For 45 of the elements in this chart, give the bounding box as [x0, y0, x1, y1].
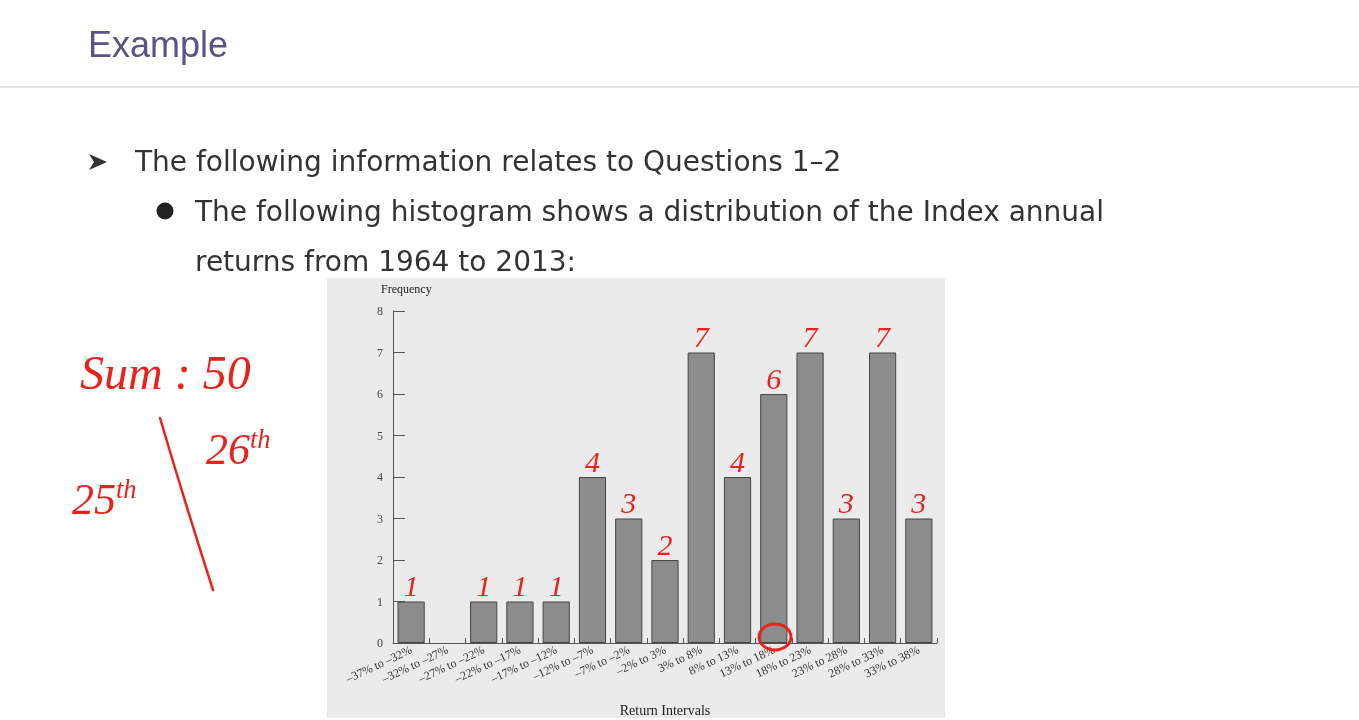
data-label: 4	[730, 444, 746, 478]
y-tick-label: 3	[377, 511, 383, 526]
bar	[723, 477, 752, 643]
y-tick-label: 7	[377, 345, 383, 360]
data-label: 3	[620, 486, 637, 519]
data-label: 2	[657, 527, 673, 561]
bar	[760, 394, 788, 643]
data-label: 6	[766, 361, 782, 395]
text: The following information relates to Questions 1–2	[135, 144, 842, 180]
bar	[506, 601, 534, 643]
data-label: 7	[693, 320, 711, 353]
bar	[651, 560, 679, 643]
chart-title: Example	[88, 24, 229, 66]
bar	[578, 477, 607, 643]
text: 25$^{th}$	[72, 474, 137, 525]
y-tick-label: 5	[377, 428, 383, 443]
bar	[615, 518, 643, 643]
y-tick-label: 4	[377, 470, 383, 484]
bar	[832, 518, 860, 643]
bar	[687, 352, 715, 643]
y-tick-label: 1	[377, 594, 383, 609]
bar	[869, 352, 897, 643]
y-tick-label: 0	[377, 636, 383, 650]
data-label: 1	[548, 569, 564, 602]
bar	[397, 601, 425, 643]
bar	[796, 352, 824, 643]
data-label: 7	[875, 320, 893, 353]
bar	[542, 601, 570, 643]
y-tick-label: 8	[377, 304, 383, 318]
data-label: 1	[476, 569, 492, 602]
y-axis-title: Frequency	[381, 282, 432, 296]
bar	[470, 601, 498, 643]
text: Sum : 50	[80, 345, 251, 400]
y-tick-label: 2	[377, 553, 383, 567]
y-tick-label: 6	[377, 387, 383, 401]
data-label: 1	[512, 569, 528, 602]
data-label: 7	[802, 320, 820, 353]
data-label: 3	[910, 486, 927, 519]
text: 26$^{th}$	[206, 424, 271, 475]
x-axis-title: Return Intervals	[619, 702, 711, 718]
data-label: 1	[403, 569, 419, 602]
data-label: 3	[837, 486, 854, 519]
text: The following histogram shows a distribution of the Index annual returns from 1964 to 2013:	[195, 195, 1105, 278]
data-label: 4	[584, 444, 600, 478]
bar	[905, 518, 933, 643]
